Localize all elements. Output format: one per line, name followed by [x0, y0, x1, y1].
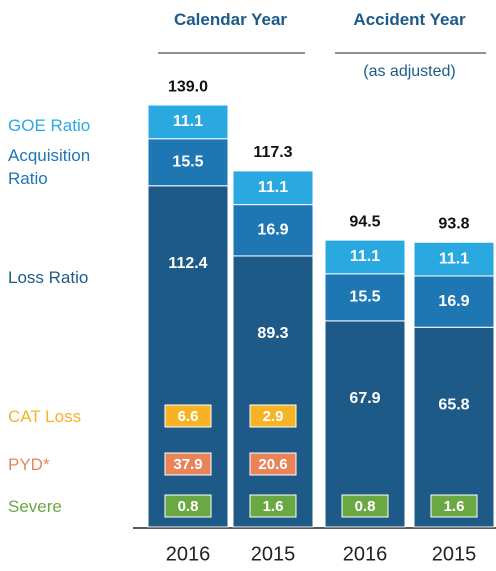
component-box — [249, 452, 297, 476]
component-label: 2.9 — [263, 408, 284, 425]
component-label: 37.9 — [173, 456, 202, 473]
value-label: 15.5 — [172, 153, 203, 170]
bar-segment — [147, 185, 229, 528]
bar-segment — [324, 320, 406, 528]
group-note: (as adjusted) — [363, 63, 456, 80]
x-tick-label: 2015 — [251, 543, 296, 565]
component-box — [164, 452, 212, 476]
group-label: Accident Year — [353, 10, 466, 29]
total-label: 94.5 — [349, 213, 380, 230]
group-label: Calendar Year — [173, 10, 288, 29]
legend-label: GOE Ratio — [8, 116, 91, 135]
component-box — [164, 404, 212, 428]
component-box — [164, 494, 212, 518]
total-label: 93.8 — [438, 215, 469, 232]
component-box — [249, 404, 297, 428]
value-label: 112.4 — [168, 255, 207, 272]
bar-segment — [232, 204, 314, 257]
component-box — [341, 494, 389, 518]
component-label: 0.8 — [355, 498, 376, 515]
component-label: 1.6 — [263, 498, 284, 515]
value-label: 11.1 — [173, 113, 203, 130]
bar-segment — [413, 326, 495, 528]
bar-segment — [232, 255, 314, 528]
component-label: 1.6 — [444, 498, 465, 515]
component-box — [249, 494, 297, 518]
x-tick-label: 2015 — [432, 543, 477, 565]
bar-segment — [324, 239, 406, 275]
value-label: 16.9 — [438, 293, 469, 310]
legend-label: CAT Loss — [8, 407, 82, 426]
component-label: 20.6 — [258, 456, 287, 473]
total-label: 117.3 — [253, 144, 292, 161]
value-label: 16.9 — [257, 221, 288, 238]
legend-label: PYD* — [8, 455, 50, 474]
bar-segment — [147, 104, 229, 140]
x-tick-label: 2016 — [166, 543, 211, 565]
x-tick-label: 2016 — [343, 543, 388, 565]
bar-segment — [232, 170, 314, 206]
value-label: 67.9 — [349, 390, 380, 407]
bar-segment — [413, 241, 495, 277]
value-label: 11.1 — [258, 179, 288, 196]
value-label: 65.8 — [438, 396, 469, 413]
legend-label: Severe — [8, 497, 62, 516]
value-label: 15.5 — [349, 289, 380, 306]
total-label: 139.0 — [168, 78, 208, 95]
value-label: 11.1 — [350, 248, 380, 265]
value-label: 89.3 — [257, 325, 288, 342]
component-box — [430, 494, 478, 518]
legend-label: Acquisition Ratio — [8, 146, 91, 188]
value-label: 11.1 — [439, 250, 469, 267]
component-label: 6.6 — [178, 408, 199, 425]
component-label: 0.8 — [178, 498, 199, 515]
legend-label: Loss Ratio — [8, 268, 89, 287]
bar-segment — [147, 138, 229, 187]
